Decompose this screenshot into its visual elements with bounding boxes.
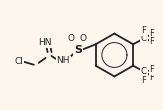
Text: O: O <box>80 34 87 43</box>
Text: F: F <box>141 26 146 35</box>
Text: NH: NH <box>57 56 70 65</box>
Text: Cl: Cl <box>15 57 23 66</box>
Text: F: F <box>141 76 146 85</box>
Text: C: C <box>141 67 147 76</box>
Text: F: F <box>149 37 154 46</box>
Text: C: C <box>141 34 147 43</box>
Text: F: F <box>149 73 154 82</box>
Text: S: S <box>74 45 82 55</box>
Text: O: O <box>68 34 75 43</box>
Text: F: F <box>149 29 154 38</box>
Text: HN: HN <box>38 38 51 47</box>
Text: F: F <box>149 65 154 74</box>
